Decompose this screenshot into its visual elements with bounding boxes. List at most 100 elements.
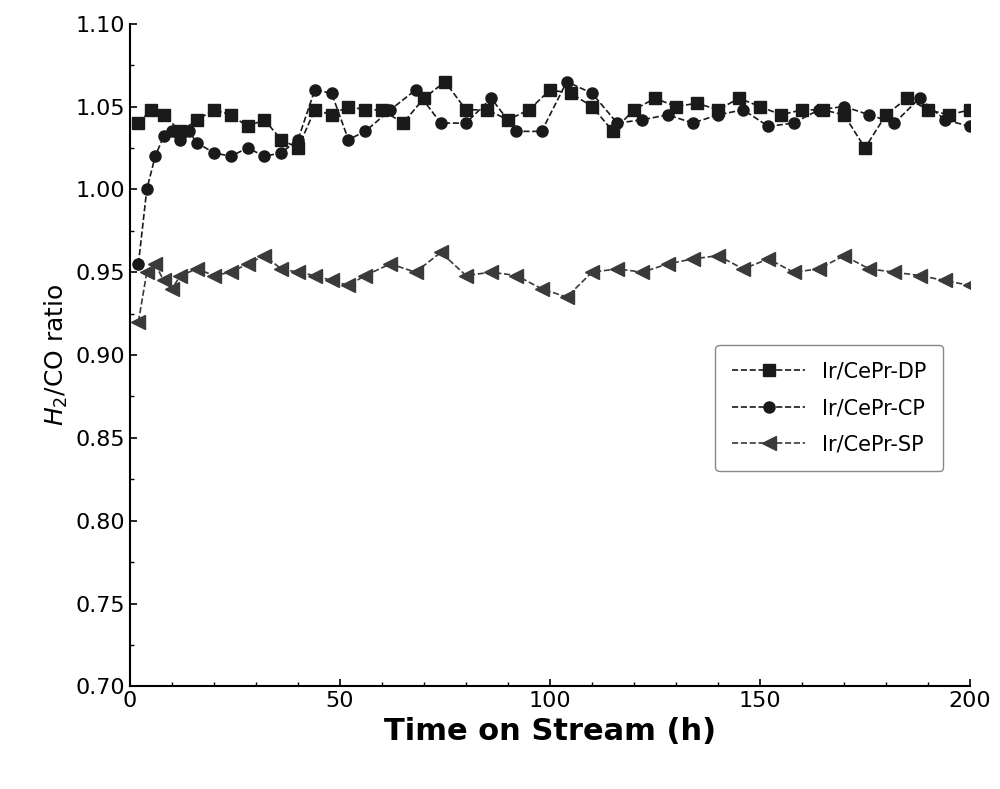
Ir/CePr-SP	[208, 271, 220, 280]
X-axis label: Time on Stream (h): Time on Stream (h)	[384, 717, 716, 746]
Ir/CePr-CP	[611, 118, 623, 128]
Ir/CePr-DP	[838, 110, 850, 120]
Ir/CePr-CP	[384, 105, 396, 114]
Ir/CePr-DP	[242, 122, 254, 131]
Ir/CePr-CP	[292, 135, 304, 144]
Ir/CePr-CP	[242, 144, 254, 153]
Ir/CePr-CP	[166, 127, 178, 136]
Ir/CePr-SP	[158, 276, 170, 286]
Ir/CePr-SP	[309, 271, 321, 280]
Ir/CePr-DP	[191, 115, 203, 125]
Ir/CePr-CP	[838, 102, 850, 111]
Ir/CePr-DP	[132, 118, 144, 128]
Ir/CePr-DP	[376, 105, 388, 114]
Ir/CePr-DP	[880, 110, 892, 120]
Ir/CePr-CP	[687, 118, 699, 128]
Ir/CePr-SP	[863, 264, 875, 274]
Ir/CePr-CP	[132, 260, 144, 269]
Ir/CePr-CP	[586, 88, 598, 98]
Ir/CePr-CP	[485, 94, 497, 103]
Ir/CePr-DP	[342, 102, 354, 111]
Ir/CePr-DP	[796, 105, 808, 114]
Ir/CePr-DP	[712, 105, 724, 114]
Ir/CePr-SP	[939, 276, 951, 286]
Ir/CePr-SP	[242, 260, 254, 269]
Ir/CePr-DP	[397, 118, 409, 128]
Ir/CePr-CP	[208, 148, 220, 158]
Ir/CePr-DP	[943, 110, 955, 120]
Ir/CePr-CP	[141, 185, 153, 194]
Ir/CePr-DP	[439, 77, 451, 87]
Line: Ir/CePr-CP: Ir/CePr-CP	[133, 76, 976, 270]
Ir/CePr-DP	[292, 144, 304, 153]
Ir/CePr-SP	[636, 267, 648, 277]
Ir/CePr-SP	[712, 251, 724, 260]
Ir/CePr-DP	[586, 102, 598, 111]
Ir/CePr-DP	[523, 105, 535, 114]
Ir/CePr-SP	[275, 264, 287, 274]
Ir/CePr-CP	[258, 151, 270, 161]
Ir/CePr-CP	[737, 105, 749, 114]
Ir/CePr-DP	[817, 105, 829, 114]
Ir/CePr-DP	[901, 94, 913, 103]
Ir/CePr-DP	[628, 105, 640, 114]
Ir/CePr-DP	[326, 110, 338, 120]
Ir/CePr-DP	[158, 110, 170, 120]
Ir/CePr-SP	[888, 267, 900, 277]
Ir/CePr-CP	[914, 94, 926, 103]
Ir/CePr-CP	[662, 110, 674, 120]
Ir/CePr-SP	[586, 267, 598, 277]
Ir/CePr-DP	[565, 88, 577, 98]
Ir/CePr-SP	[225, 267, 237, 277]
Ir/CePr-SP	[914, 271, 926, 280]
Ir/CePr-SP	[141, 267, 153, 277]
Ir/CePr-DP	[649, 94, 661, 103]
Ir/CePr-CP	[762, 122, 774, 131]
Ir/CePr-DP	[964, 105, 976, 114]
Ir/CePr-DP	[607, 127, 619, 136]
Ir/CePr-CP	[939, 115, 951, 125]
Ir/CePr-SP	[191, 264, 203, 274]
Ir/CePr-DP	[208, 105, 220, 114]
Ir/CePr-CP	[225, 151, 237, 161]
Ir/CePr-SP	[326, 276, 338, 286]
Ir/CePr-SP	[149, 260, 161, 269]
Ir/CePr-CP	[561, 77, 573, 87]
Ir/CePr-SP	[410, 267, 422, 277]
Ir/CePr-SP	[687, 254, 699, 264]
Ir/CePr-CP	[342, 135, 354, 144]
Ir/CePr-DP	[309, 105, 321, 114]
Ir/CePr-DP	[922, 105, 934, 114]
Ir/CePr-CP	[964, 122, 976, 131]
Ir/CePr-SP	[838, 251, 850, 260]
Legend: Ir/CePr-DP, Ir/CePr-CP, Ir/CePr-SP: Ir/CePr-DP, Ir/CePr-CP, Ir/CePr-SP	[715, 345, 943, 471]
Ir/CePr-DP	[418, 94, 430, 103]
Ir/CePr-CP	[536, 127, 548, 136]
Ir/CePr-DP	[481, 105, 493, 114]
Ir/CePr-SP	[384, 260, 396, 269]
Ir/CePr-SP	[762, 254, 774, 264]
Ir/CePr-CP	[888, 118, 900, 128]
Ir/CePr-CP	[788, 118, 800, 128]
Ir/CePr-CP	[435, 118, 447, 128]
Ir/CePr-CP	[460, 118, 472, 128]
Ir/CePr-CP	[183, 127, 195, 136]
Ir/CePr-DP	[174, 127, 186, 136]
Line: Ir/CePr-SP: Ir/CePr-SP	[131, 245, 977, 329]
Ir/CePr-SP	[460, 271, 472, 280]
Ir/CePr-CP	[636, 115, 648, 125]
Ir/CePr-CP	[410, 85, 422, 95]
Ir/CePr-SP	[611, 264, 623, 274]
Ir/CePr-CP	[359, 127, 371, 136]
Ir/CePr-DP	[691, 99, 703, 108]
Ir/CePr-SP	[342, 281, 354, 290]
Ir/CePr-SP	[166, 284, 178, 294]
Ir/CePr-CP	[510, 127, 522, 136]
Ir/CePr-DP	[754, 102, 766, 111]
Ir/CePr-CP	[191, 138, 203, 148]
Ir/CePr-DP	[359, 105, 371, 114]
Ir/CePr-DP	[460, 105, 472, 114]
Ir/CePr-DP	[733, 94, 745, 103]
Ir/CePr-SP	[174, 271, 186, 280]
Ir/CePr-CP	[712, 110, 724, 120]
